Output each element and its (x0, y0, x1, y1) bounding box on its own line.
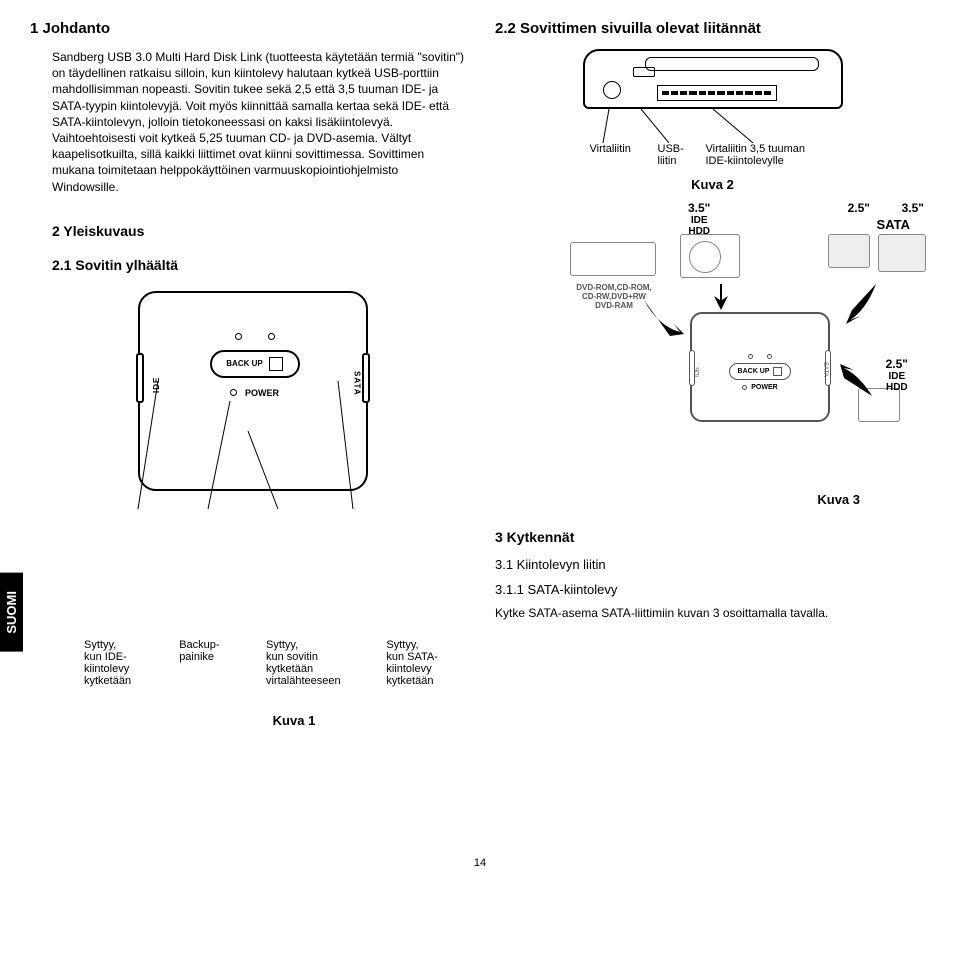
drive-35-ide (680, 234, 740, 278)
label-led-power: Syttyy, kun sovitin kytketään virtalähte… (266, 639, 384, 687)
heading-top-view: 2.1 Sovitin ylhäältä (30, 257, 465, 273)
adapter-ide-label: IDE (695, 367, 701, 377)
heading-intro: 1 Johdanto (30, 20, 465, 37)
adapter-power-label: POWER (751, 384, 777, 391)
tag-25ide-size: 2.5" (886, 357, 908, 371)
heading-hdd-connector: 3.1 Kiintolevyn liitin (495, 557, 930, 572)
language-tab: SUOMI (0, 573, 23, 652)
device-side-illustration: Virtaliitin USB- liitin Virtaliitin 3,5 … (583, 49, 843, 192)
drive-25-sata (828, 234, 870, 268)
figure-3-caption: Kuva 3 (495, 492, 930, 507)
right-column: 2.2 Sovittimen sivuilla olevat liitännät… (495, 20, 930, 621)
figure-2-caption: Kuva 2 (583, 177, 843, 192)
label-power-jack: Virtaliitin (590, 143, 650, 167)
figure-1-labels: Syttyy, kun IDE- kiintolevy kytketään Ba… (84, 639, 504, 687)
label-ide35-jack: Virtaliitin 3,5 tuuman IDE-kiintolevylle (706, 143, 836, 167)
adapter-illustration: IDE SATA BACK UP POWER (690, 312, 830, 422)
heading-overview: 2 Yleiskuvaus (30, 223, 465, 239)
bottom-zone: SUOMI Syttyy, kun IDE- kiintolevy kytket… (30, 633, 930, 843)
compatibility-diagram: 3.5" IDE HDD 2.5" 3.5" SATA HDD DVD-ROM,… (570, 202, 930, 482)
label-backup-button: Backup- painike (179, 639, 263, 687)
sata-body: Kytke SATA-asema SATA-liittimiin kuvan 3… (495, 605, 930, 621)
label-usb-jack: USB- liitin (658, 143, 698, 167)
tag-35ide-size: 3.5" (688, 201, 710, 215)
device-top-illustration: IDE SATA BACK UP POWER (98, 281, 398, 511)
intro-paragraph: Sandberg USB 3.0 Multi Hard Disk Link (t… (30, 49, 465, 195)
tag-35sata-size: 3.5" (902, 201, 924, 215)
adapter-sata-label: SATA (822, 362, 828, 377)
label-led-sata: Syttyy, kun SATA- kiintolevy kytketään (386, 639, 504, 687)
label-led-ide: Syttyy, kun IDE- kiintolevy kytketään (84, 639, 176, 687)
backup-label: BACK UP (226, 359, 262, 368)
left-column: 1 Johdanto Sandberg USB 3.0 Multi Hard D… (30, 20, 465, 621)
drive-optical: DVD-ROM,CD-ROM, CD-RW,DVD+RW DVD-RAM (570, 242, 656, 276)
figure-1-caption: Kuva 1 (84, 713, 504, 728)
adapter-backup-label: BACK UP (738, 368, 770, 375)
side-label-ide: IDE (152, 376, 161, 392)
page-columns: 1 Johdanto Sandberg USB 3.0 Multi Hard D… (30, 20, 930, 621)
drive-35-sata (878, 234, 926, 272)
heading-connections: 3 Kytkennät (495, 529, 930, 545)
heading-sata-hdd: 3.1.1 SATA-kiintolevy (495, 582, 930, 597)
tag-25ide-sub: IDE HDD (886, 371, 908, 393)
page-number: 14 (30, 857, 930, 869)
side-label-sata: SATA (353, 371, 362, 396)
power-label: POWER (245, 388, 279, 398)
tag-25sata-size: 2.5" (848, 201, 870, 215)
heading-side-connectors: 2.2 Sovittimen sivuilla olevat liitännät (495, 20, 930, 37)
